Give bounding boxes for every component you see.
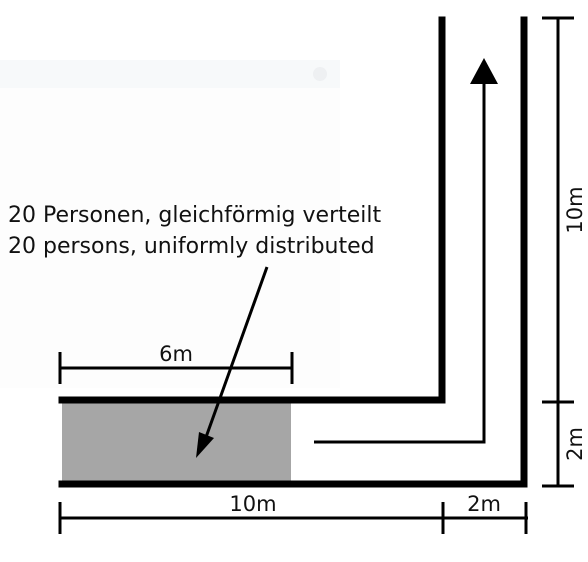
dim-bottom bbox=[58, 502, 528, 534]
caption-german: 20 Personen, gleichförmig verteilt bbox=[8, 203, 381, 228]
dim-2m-right-label: 2m bbox=[563, 427, 587, 461]
walking-path bbox=[314, 84, 486, 444]
start-area bbox=[62, 402, 291, 484]
background-ghost bbox=[0, 60, 340, 388]
caption-pointer bbox=[203, 266, 269, 441]
dim-10m-bottom-label: 10m bbox=[229, 492, 276, 516]
dim-right bbox=[542, 16, 574, 488]
inner-wall bbox=[58, 16, 446, 404]
walking-path-arrowhead bbox=[470, 58, 498, 84]
caption-pointer-arrowhead bbox=[196, 432, 214, 458]
dim-6m bbox=[58, 352, 294, 384]
caption-english: 20 persons, uniformly distributed bbox=[8, 234, 375, 259]
dim-10m-right-label: 10m bbox=[563, 186, 587, 233]
dim-6m-label: 6m bbox=[159, 342, 193, 366]
outer-wall bbox=[58, 16, 528, 488]
dim-2m-bottom-label: 2m bbox=[467, 492, 501, 516]
walls bbox=[58, 16, 528, 488]
